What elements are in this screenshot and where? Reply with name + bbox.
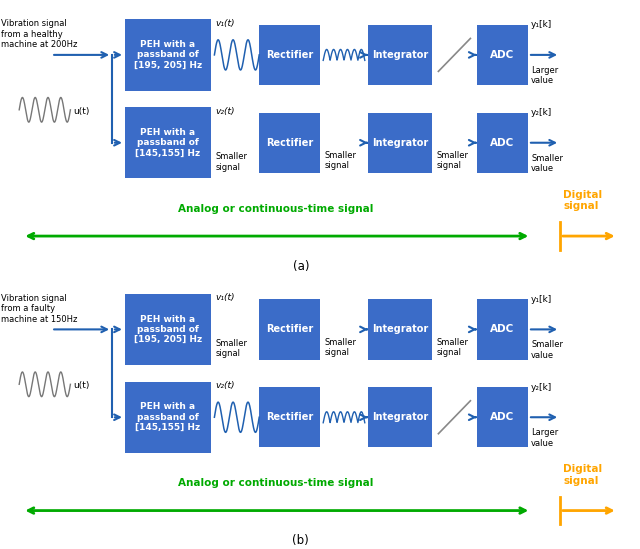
FancyBboxPatch shape bbox=[477, 299, 528, 360]
Text: Rectifier: Rectifier bbox=[266, 324, 313, 334]
Text: u(t): u(t) bbox=[74, 107, 90, 116]
FancyBboxPatch shape bbox=[259, 299, 320, 360]
Text: v₂(t): v₂(t) bbox=[216, 381, 235, 390]
FancyBboxPatch shape bbox=[259, 113, 320, 173]
Text: Rectifier: Rectifier bbox=[266, 50, 313, 60]
Text: Integrator: Integrator bbox=[372, 412, 428, 422]
Text: Smaller
signal: Smaller signal bbox=[324, 338, 356, 357]
Text: (a): (a) bbox=[292, 260, 309, 273]
Text: (b): (b) bbox=[292, 534, 309, 547]
FancyBboxPatch shape bbox=[125, 294, 211, 365]
Text: Digital
signal: Digital signal bbox=[563, 189, 602, 211]
Text: PEH with a
passband of
[145,155] Hz: PEH with a passband of [145,155] Hz bbox=[136, 402, 200, 432]
Text: PEH with a
passband of
[145,155] Hz: PEH with a passband of [145,155] Hz bbox=[136, 128, 200, 158]
Text: y₂[k]: y₂[k] bbox=[531, 383, 552, 391]
Text: y₁[k]: y₁[k] bbox=[531, 295, 552, 304]
Text: PEH with a
passband of
[195, 205] Hz: PEH with a passband of [195, 205] Hz bbox=[134, 40, 202, 70]
Text: Smaller
value: Smaller value bbox=[531, 154, 563, 173]
Text: Integrator: Integrator bbox=[372, 138, 428, 148]
Text: Vibration signal
from a faulty
machine at 150Hz: Vibration signal from a faulty machine a… bbox=[1, 294, 77, 324]
Text: Smaller
signal: Smaller signal bbox=[216, 339, 248, 358]
Text: v₁(t): v₁(t) bbox=[216, 293, 235, 302]
Text: ADC: ADC bbox=[490, 50, 515, 60]
Text: PEH with a
passband of
[195, 205] Hz: PEH with a passband of [195, 205] Hz bbox=[134, 315, 202, 344]
Text: Larger
value: Larger value bbox=[531, 428, 559, 447]
Text: v₂(t): v₂(t) bbox=[216, 107, 235, 116]
FancyBboxPatch shape bbox=[368, 113, 432, 173]
Text: Smaller
signal: Smaller signal bbox=[436, 151, 468, 170]
Text: Larger
value: Larger value bbox=[531, 66, 559, 85]
FancyBboxPatch shape bbox=[368, 387, 432, 447]
FancyBboxPatch shape bbox=[477, 113, 528, 173]
FancyBboxPatch shape bbox=[259, 25, 320, 85]
FancyBboxPatch shape bbox=[477, 387, 528, 447]
Text: Digital
signal: Digital signal bbox=[563, 464, 602, 486]
FancyBboxPatch shape bbox=[477, 25, 528, 85]
Text: Integrator: Integrator bbox=[372, 324, 428, 334]
Text: y₂[k]: y₂[k] bbox=[531, 108, 552, 117]
Text: ADC: ADC bbox=[490, 138, 515, 148]
Text: Smaller
signal: Smaller signal bbox=[436, 338, 468, 357]
FancyBboxPatch shape bbox=[368, 299, 432, 360]
FancyBboxPatch shape bbox=[259, 387, 320, 447]
Text: u(t): u(t) bbox=[74, 381, 90, 390]
Text: v₁(t): v₁(t) bbox=[216, 19, 235, 28]
Text: Rectifier: Rectifier bbox=[266, 138, 313, 148]
Text: y₁[k]: y₁[k] bbox=[531, 20, 552, 29]
Text: Analog or continuous-time signal: Analog or continuous-time signal bbox=[177, 478, 373, 488]
Text: Smaller
signal: Smaller signal bbox=[324, 151, 356, 170]
Text: Smaller
value: Smaller value bbox=[531, 340, 563, 360]
FancyBboxPatch shape bbox=[125, 19, 211, 91]
Text: Integrator: Integrator bbox=[372, 50, 428, 60]
FancyBboxPatch shape bbox=[125, 107, 211, 178]
Text: Smaller
signal: Smaller signal bbox=[216, 152, 248, 172]
Text: ADC: ADC bbox=[490, 412, 515, 422]
Text: Vibration signal
from a healthy
machine at 200Hz: Vibration signal from a healthy machine … bbox=[1, 19, 77, 49]
Text: Analog or continuous-time signal: Analog or continuous-time signal bbox=[177, 204, 373, 214]
FancyBboxPatch shape bbox=[368, 25, 432, 85]
FancyBboxPatch shape bbox=[125, 382, 211, 453]
Text: ADC: ADC bbox=[490, 324, 515, 334]
Text: Rectifier: Rectifier bbox=[266, 412, 313, 422]
